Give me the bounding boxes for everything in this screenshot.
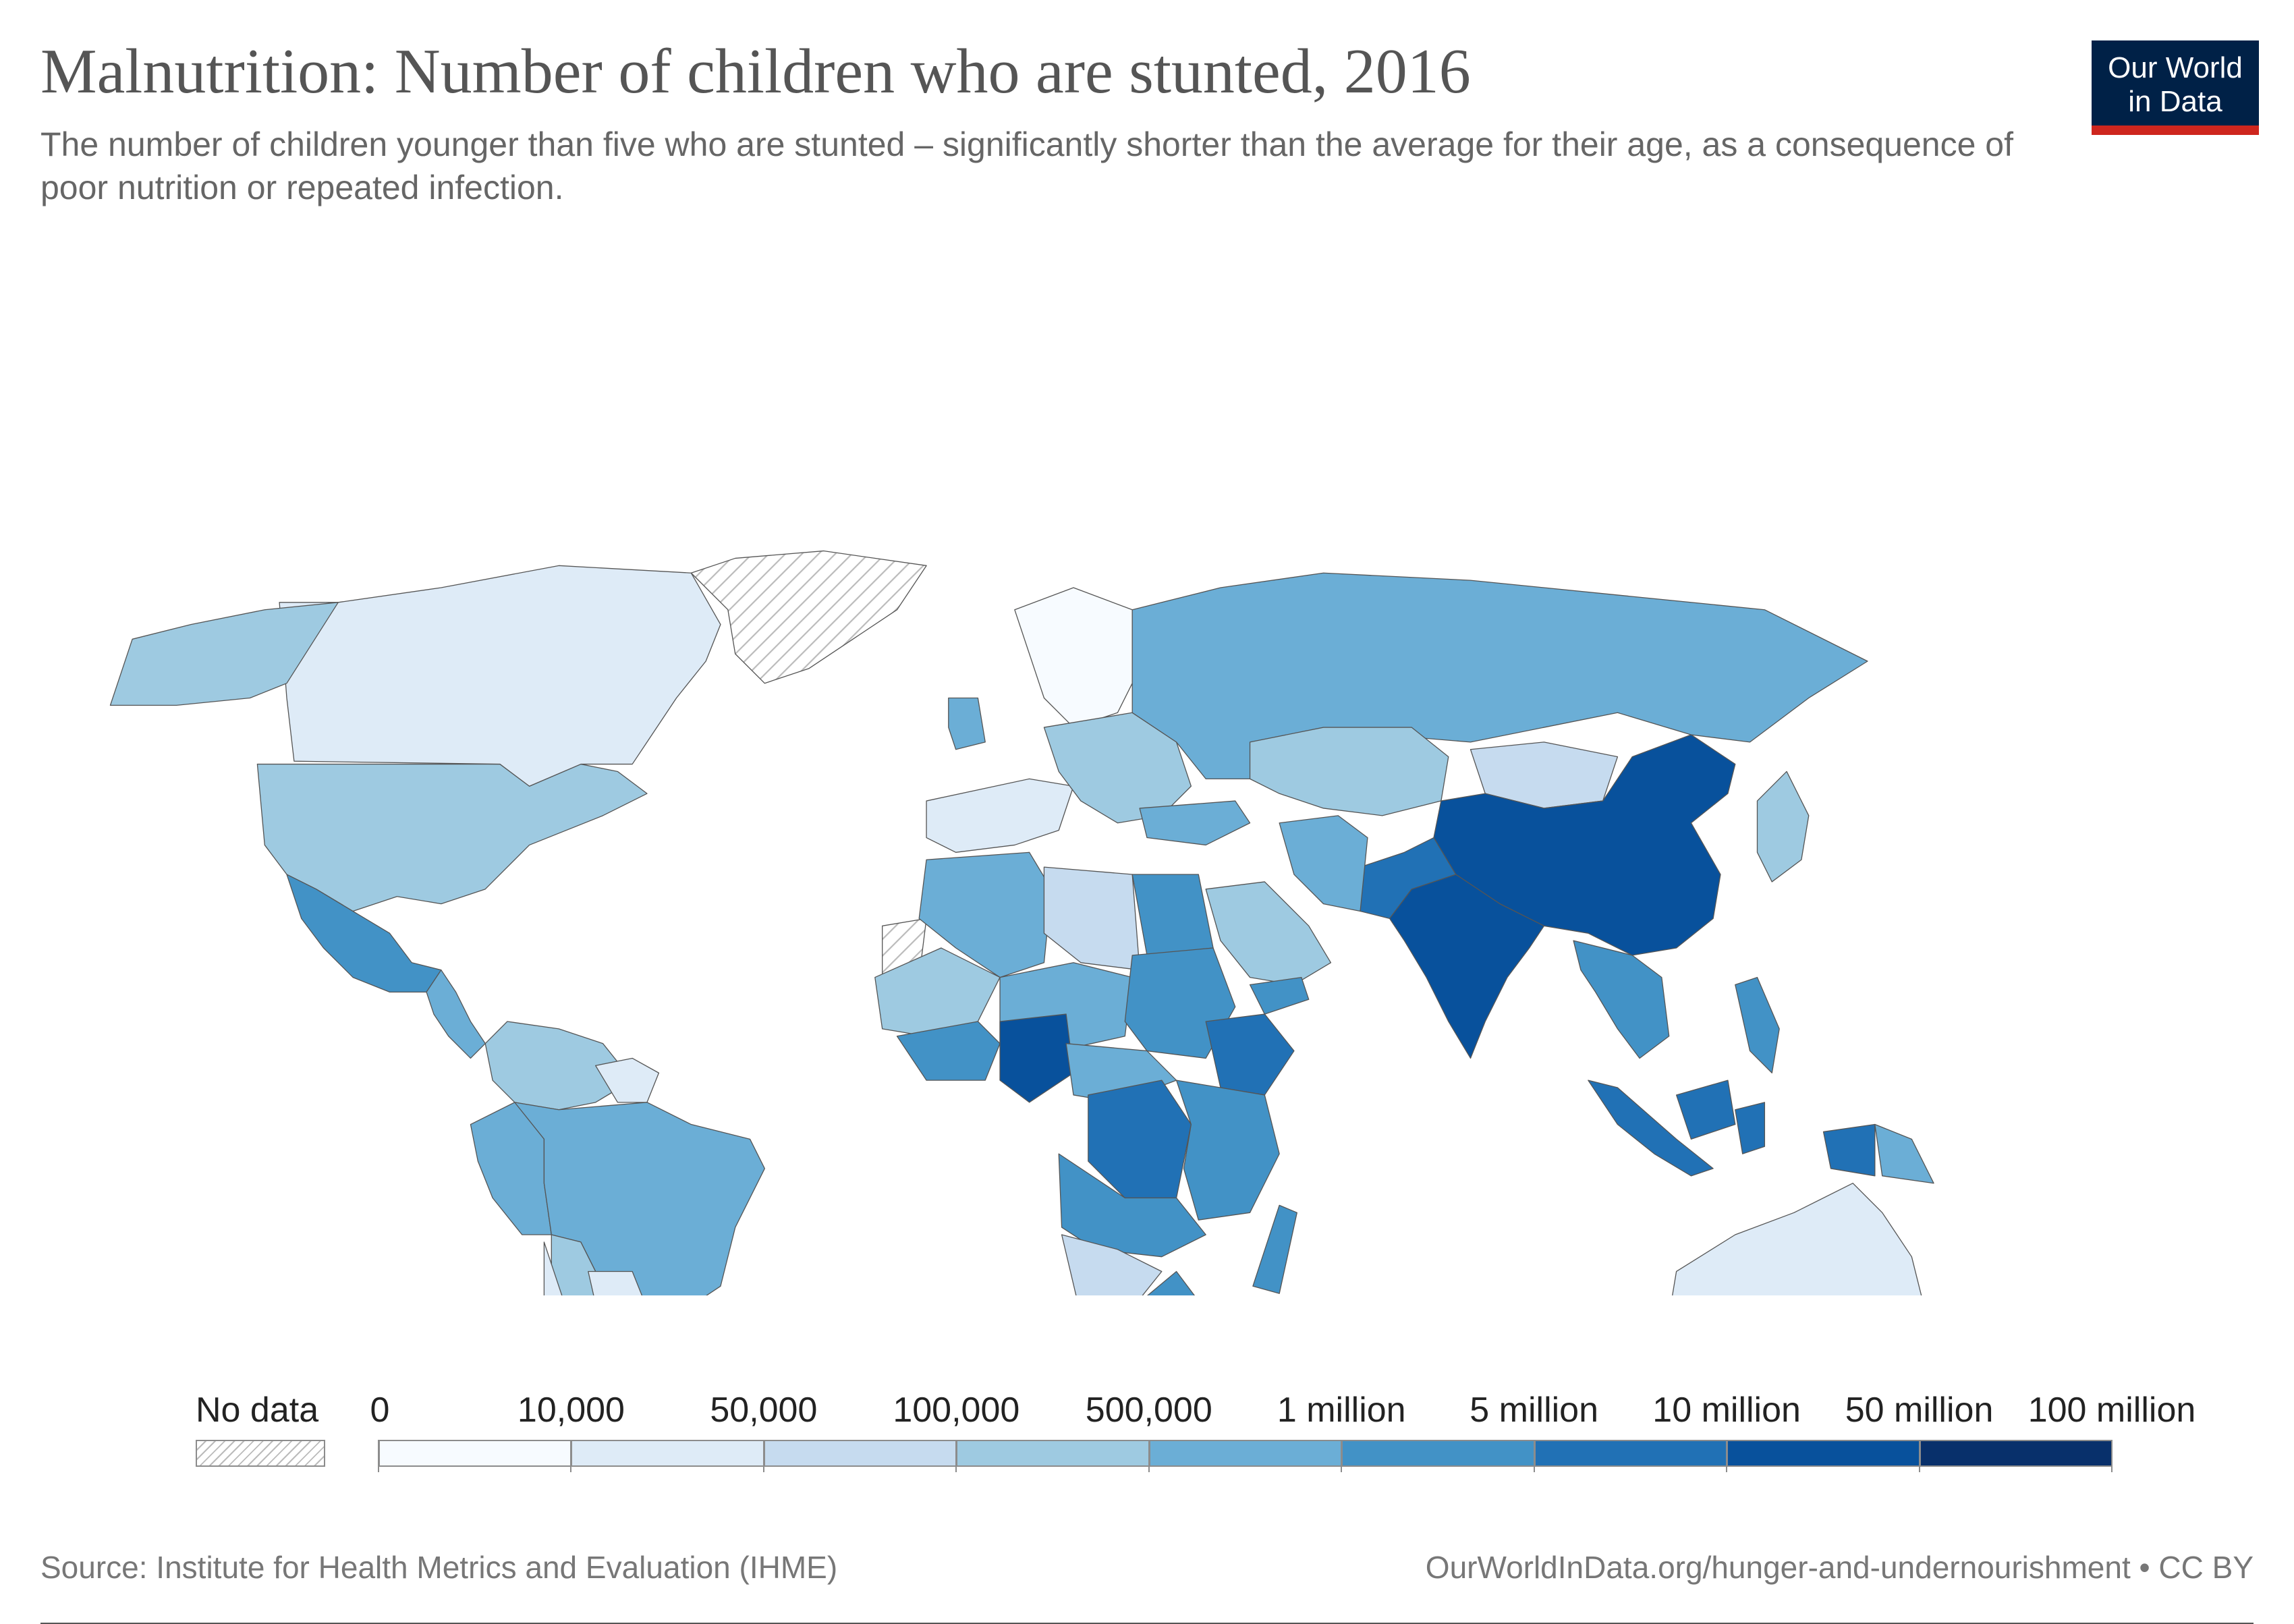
map-region[interactable]: South Africa [1081,1270,1198,1295]
legend-tick [378,1440,379,1472]
map-region[interactable]: United Kingdom [948,697,986,750]
map-region[interactable]: Central America [426,970,486,1059]
map-region[interactable]: Chile [543,1241,588,1295]
map-region[interactable]: Russia [1131,572,1868,780]
source-url[interactable]: OurWorldInData.org/hunger-and-undernouri… [1425,1550,2254,1585]
logo-accent-bar [2092,125,2259,135]
legend-tick [1918,1440,1920,1472]
legend-tick [762,1440,764,1472]
world-map[interactable]: United StatesCanadaAlaskaGreenlandMexico… [0,256,2294,1295]
legend-tick [955,1440,957,1472]
map-region[interactable]: Australia [1669,1183,1926,1295]
map-region[interactable]: Iran [1279,815,1368,912]
legend-tick [1341,1440,1343,1472]
legend-tick [570,1440,572,1472]
map-region[interactable]: Canada [279,565,721,787]
map-region[interactable]: East Africa [1175,1080,1280,1221]
legend-bin-label: 50 million [1845,1391,1994,1430]
legend-tick [1533,1440,1535,1472]
map-region[interactable]: DR Congo [1088,1080,1192,1199]
logo-line-2: in Data [2128,85,2222,118]
map-region[interactable]: Western Europe [926,778,1074,853]
map-region[interactable]: Southeast Asia [1573,940,1670,1059]
legend-no-data-label: No data [196,1391,319,1430]
legend-bin-label: 10,000 [517,1391,625,1430]
legend-swatch[interactable] [763,1440,957,1467]
legend-swatch[interactable] [1534,1440,1728,1467]
legend-bin-label: 0 [370,1391,390,1430]
legend-bin-label: 100,000 [893,1391,1020,1430]
legend-bin-label: 100 million [2027,1391,2196,1430]
map-region[interactable]: Japan [1756,771,1810,883]
legend-swatch[interactable] [1341,1440,1535,1467]
map-region[interactable]: Pakistan [1360,837,1457,920]
map-region[interactable]: Yemen [1249,976,1310,1015]
legend-tick [2111,1440,2113,1472]
legend-swatch[interactable] [571,1440,764,1467]
map-region[interactable]: India [1389,874,1545,1059]
legend-swatch[interactable] [379,1440,572,1467]
map-region[interactable]: Kazakhstan [1249,727,1449,816]
map-region[interactable]: West Africa coast [896,1021,1001,1081]
legend-swatch[interactable] [956,1440,1150,1467]
legend-bin-label: 10 million [1652,1391,1801,1430]
map-region[interactable]: Namibia/Botswana [1061,1234,1163,1295]
logo-line-1: Our World [2108,51,2243,84]
map-region[interactable]: Greenland [690,550,927,684]
source-note: Source: Institute for Health Metrics and… [40,1550,838,1585]
chart-subtitle: The number of children younger than five… [40,125,2013,206]
owid-logo[interactable]: Our World in Data [2092,40,2259,135]
map-region[interactable]: Alaska [109,602,339,706]
map-region[interactable]: Guianas [595,1057,660,1103]
map-region[interactable]: Angola/Zambia [1058,1153,1206,1258]
map-region[interactable]: Madagascar [1252,1204,1297,1294]
map-region[interactable]: Indonesia [1588,1080,1876,1177]
legend-bin-label: 500,000 [1085,1391,1212,1430]
map-region[interactable]: Morocco/Algeria [918,851,1052,978]
legend-tick [1726,1440,1728,1472]
legend-swatch[interactable] [1148,1440,1343,1467]
map-region[interactable]: Saudi Arabia [1205,881,1332,986]
map-region[interactable]: Ethiopia [1205,1013,1295,1096]
map-region[interactable]: Paraguay [588,1270,647,1295]
legend-tick [1148,1440,1150,1472]
map-region[interactable]: Philippines [1735,976,1780,1073]
legend-no-data-swatch[interactable] [196,1440,325,1467]
legend-swatch[interactable] [1727,1440,1920,1467]
map-region[interactable]: Libya [1043,866,1140,971]
legend-bin-label: 50,000 [710,1391,818,1430]
chart-title: Malnutrition: Number of children who are… [40,36,1471,107]
legend-bin-label: 1 million [1277,1391,1406,1430]
legend-bin-label: 5 million [1470,1391,1599,1430]
map-region[interactable]: Nigeria [999,1013,1074,1103]
map-region[interactable]: Brazil [514,1102,765,1295]
map-region[interactable]: Scandinavia [1014,587,1133,728]
map-region[interactable]: Egypt [1131,874,1214,956]
map-region[interactable]: Papua New Guinea [1874,1123,1934,1184]
map-region[interactable]: Turkey [1139,800,1251,846]
legend-swatch[interactable] [1919,1440,2113,1467]
